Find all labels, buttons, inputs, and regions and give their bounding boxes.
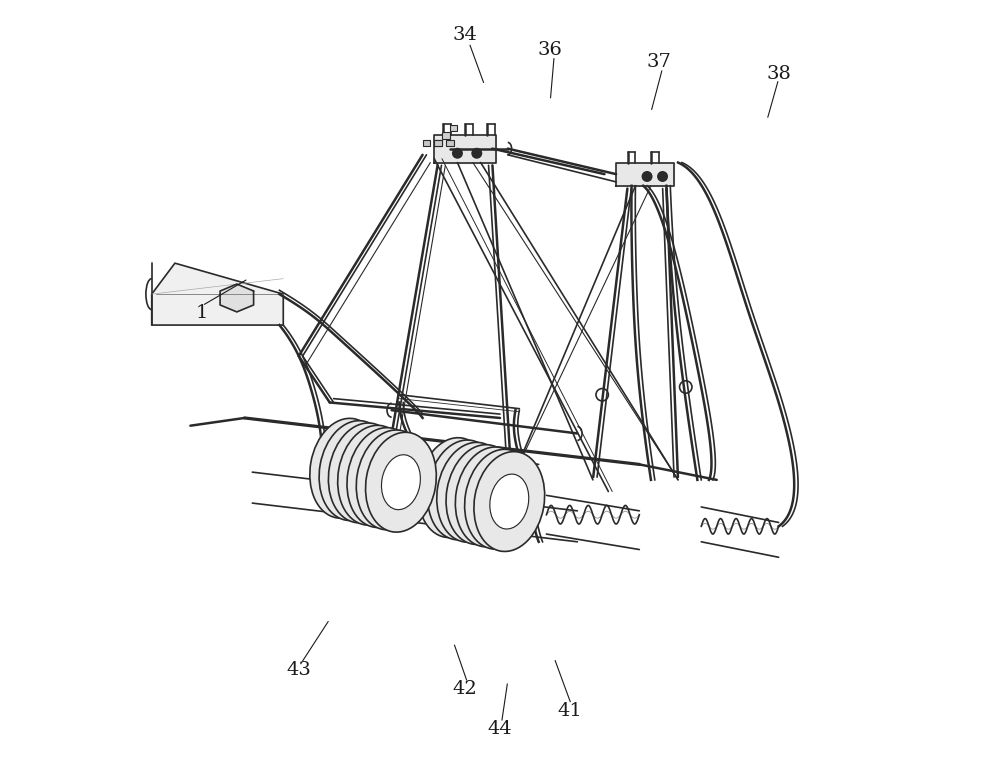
Ellipse shape <box>326 441 365 495</box>
Ellipse shape <box>356 430 427 529</box>
Ellipse shape <box>455 447 526 546</box>
Text: 1: 1 <box>196 304 208 323</box>
Circle shape <box>658 172 667 181</box>
Circle shape <box>453 149 462 158</box>
Ellipse shape <box>366 433 436 532</box>
Ellipse shape <box>363 450 402 505</box>
Text: 34: 34 <box>453 26 478 44</box>
Text: 43: 43 <box>286 660 311 679</box>
Ellipse shape <box>319 421 390 520</box>
Bar <box>450 125 457 131</box>
Ellipse shape <box>465 450 535 549</box>
Bar <box>423 140 430 146</box>
Ellipse shape <box>310 419 381 518</box>
Polygon shape <box>616 163 674 186</box>
Circle shape <box>472 149 481 158</box>
Polygon shape <box>220 284 254 312</box>
Ellipse shape <box>372 453 411 507</box>
Text: 37: 37 <box>646 53 671 71</box>
Ellipse shape <box>354 448 393 502</box>
Ellipse shape <box>481 472 519 526</box>
Polygon shape <box>152 263 283 325</box>
Ellipse shape <box>418 438 489 537</box>
Ellipse shape <box>335 444 374 498</box>
Polygon shape <box>434 135 496 163</box>
Text: 42: 42 <box>453 680 478 698</box>
Circle shape <box>642 172 652 181</box>
Ellipse shape <box>344 446 383 500</box>
Text: 44: 44 <box>488 720 512 738</box>
Bar <box>434 140 442 146</box>
Ellipse shape <box>437 443 508 542</box>
Text: 36: 36 <box>538 41 563 60</box>
Ellipse shape <box>434 461 473 515</box>
Ellipse shape <box>338 426 408 525</box>
Bar <box>434 140 442 146</box>
Text: 41: 41 <box>557 701 582 720</box>
Ellipse shape <box>453 465 492 519</box>
Bar <box>446 140 454 146</box>
Ellipse shape <box>446 445 517 544</box>
Bar <box>442 132 450 139</box>
Ellipse shape <box>347 428 418 527</box>
Text: 38: 38 <box>766 64 791 83</box>
Ellipse shape <box>443 463 482 517</box>
Ellipse shape <box>462 467 501 522</box>
Ellipse shape <box>474 452 545 551</box>
Ellipse shape <box>328 423 399 522</box>
Ellipse shape <box>427 440 498 539</box>
Ellipse shape <box>471 470 510 524</box>
Ellipse shape <box>490 474 529 529</box>
Ellipse shape <box>381 455 420 509</box>
